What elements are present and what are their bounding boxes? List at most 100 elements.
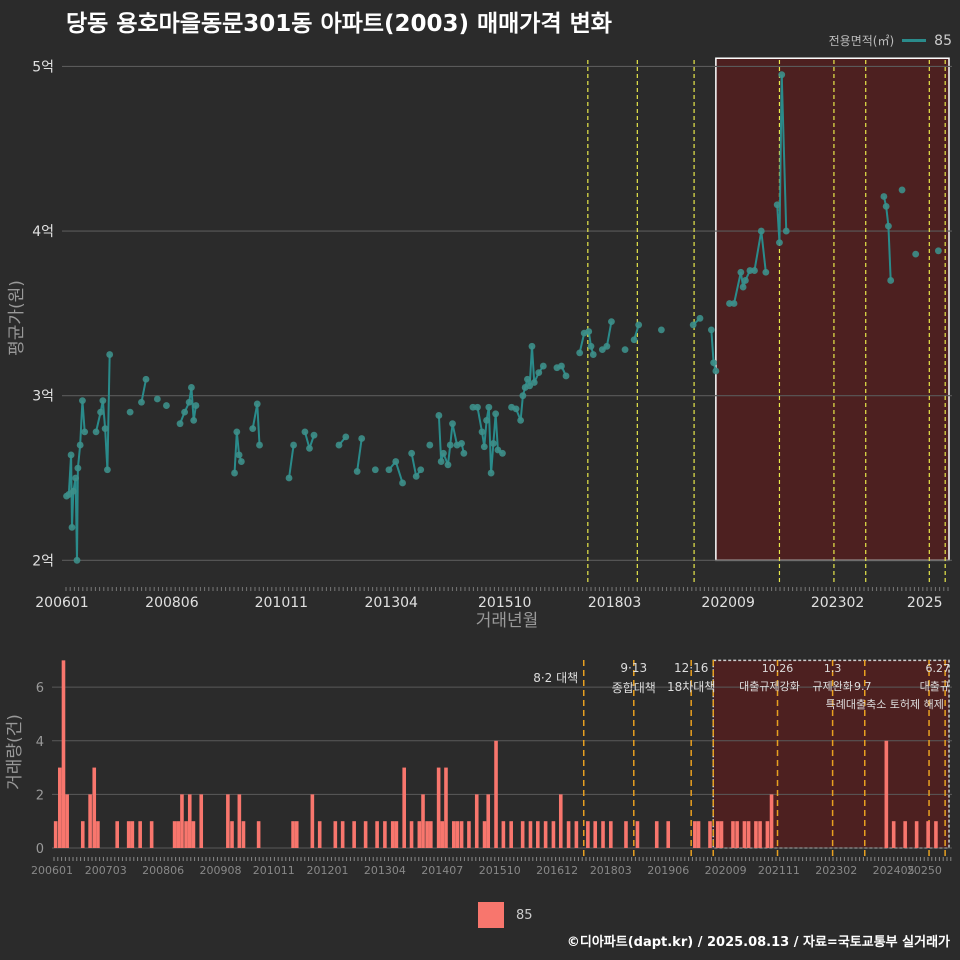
highlight-region bbox=[715, 57, 950, 562]
data-point bbox=[621, 346, 629, 353]
data-point bbox=[426, 441, 434, 449]
x-tick-label: 200601 bbox=[31, 864, 73, 877]
data-point bbox=[483, 416, 490, 424]
volume-bar bbox=[130, 821, 135, 848]
data-point bbox=[358, 435, 366, 442]
x-tick-label: 200806 bbox=[142, 864, 184, 877]
volume-bar bbox=[536, 821, 540, 848]
annotation-text: 특례대출축소 토허제 해제 bbox=[826, 697, 944, 711]
data-point bbox=[499, 449, 506, 457]
data-point bbox=[353, 468, 361, 475]
data-point bbox=[657, 326, 665, 334]
data-point bbox=[249, 425, 257, 433]
data-point bbox=[782, 227, 790, 235]
volume-bar bbox=[574, 821, 579, 848]
x-tick-label: 202111 bbox=[758, 864, 800, 877]
data-point bbox=[446, 441, 454, 449]
data-point bbox=[74, 464, 82, 472]
data-point bbox=[458, 440, 465, 447]
data-point bbox=[101, 425, 109, 433]
volume-bar bbox=[92, 767, 97, 848]
data-point bbox=[342, 433, 350, 441]
data-point bbox=[237, 458, 245, 465]
data-point bbox=[444, 461, 452, 469]
data-point bbox=[739, 283, 747, 291]
volume-bar bbox=[654, 821, 659, 848]
x-tick-label: 201510 bbox=[478, 595, 531, 611]
annotation-text: 9.7 bbox=[854, 680, 872, 693]
data-point bbox=[73, 556, 81, 564]
data-point bbox=[392, 458, 400, 465]
series-line-segment bbox=[733, 272, 742, 304]
y-axis-label: 평균가(원) bbox=[7, 280, 27, 356]
x-tick-label: 20250 bbox=[907, 864, 942, 877]
volume-bar bbox=[467, 821, 471, 848]
volume-bar bbox=[383, 821, 387, 848]
data-point bbox=[106, 351, 114, 358]
data-point bbox=[69, 487, 77, 495]
caption: ©디아파트(dapt.kr) / 2025.08.13 / 자료=국토교통부 실… bbox=[566, 935, 950, 950]
volume-bar bbox=[666, 821, 671, 848]
x-tick-label: 201612 bbox=[536, 864, 578, 877]
series-line-segment bbox=[101, 400, 107, 429]
data-point bbox=[480, 443, 488, 451]
volume-bar bbox=[486, 794, 491, 848]
data-point bbox=[517, 416, 525, 424]
data-point bbox=[163, 402, 170, 409]
volume-bar bbox=[61, 660, 66, 848]
volume-bar bbox=[172, 821, 177, 848]
data-point bbox=[776, 239, 783, 247]
x-tick-label: 201407 bbox=[421, 864, 463, 877]
x-tick-label: 202302 bbox=[815, 864, 857, 877]
volume-bar bbox=[708, 821, 712, 848]
volume-bar bbox=[696, 821, 701, 848]
volume-bar bbox=[352, 821, 356, 848]
volume-bar bbox=[746, 821, 751, 848]
series-line-segment bbox=[410, 453, 418, 477]
y-tick-label: 0 bbox=[36, 842, 44, 857]
data-point bbox=[712, 367, 720, 375]
annotation-text: 종합대책 bbox=[612, 680, 656, 695]
series-line-segment bbox=[70, 491, 75, 528]
data-point bbox=[519, 392, 527, 400]
series-line-segment bbox=[487, 407, 493, 474]
price-chart: 2억 3억 4억 5억 200601 200806 201011 201304 201510 20… bbox=[7, 57, 952, 631]
volume-bar bbox=[914, 821, 919, 848]
x-tick-label: 201011 bbox=[253, 864, 295, 877]
data-point bbox=[412, 472, 420, 480]
y-tick-label: 3억 bbox=[32, 389, 54, 405]
data-point bbox=[887, 277, 895, 284]
volume-bar bbox=[509, 821, 513, 848]
series-line-segment bbox=[490, 443, 495, 474]
volume-bar bbox=[558, 794, 563, 848]
legend-title: 전용면적(㎡) bbox=[828, 34, 895, 48]
data-point bbox=[478, 428, 486, 436]
series-line-segment bbox=[760, 230, 767, 273]
data-point bbox=[417, 466, 425, 474]
data-point bbox=[192, 402, 200, 409]
volume-bar bbox=[891, 821, 896, 848]
volume-bar bbox=[543, 821, 548, 848]
data-point bbox=[335, 441, 343, 449]
x-tick-label: 202405 bbox=[873, 864, 915, 877]
volume-bar bbox=[187, 794, 192, 848]
volume-bar bbox=[317, 821, 322, 848]
data-point bbox=[707, 326, 715, 334]
series-line-segment bbox=[76, 444, 82, 469]
data-point bbox=[528, 342, 536, 350]
annotation-text: 6.27 bbox=[926, 662, 951, 675]
data-point bbox=[437, 458, 445, 465]
volume-bar bbox=[429, 821, 433, 848]
x-tick-label: 201011 bbox=[255, 595, 308, 611]
volume-bar bbox=[459, 821, 464, 848]
y-tick-label: 4 bbox=[36, 735, 44, 750]
data-point bbox=[72, 474, 80, 482]
data-point bbox=[585, 328, 593, 335]
volume-bar bbox=[409, 821, 414, 848]
data-point bbox=[306, 444, 313, 452]
data-point bbox=[474, 403, 481, 411]
series-line-segment bbox=[451, 423, 459, 446]
annotation-text: 8·2 대책 bbox=[533, 670, 578, 685]
data-point bbox=[185, 398, 193, 406]
volume-bar bbox=[149, 821, 154, 848]
